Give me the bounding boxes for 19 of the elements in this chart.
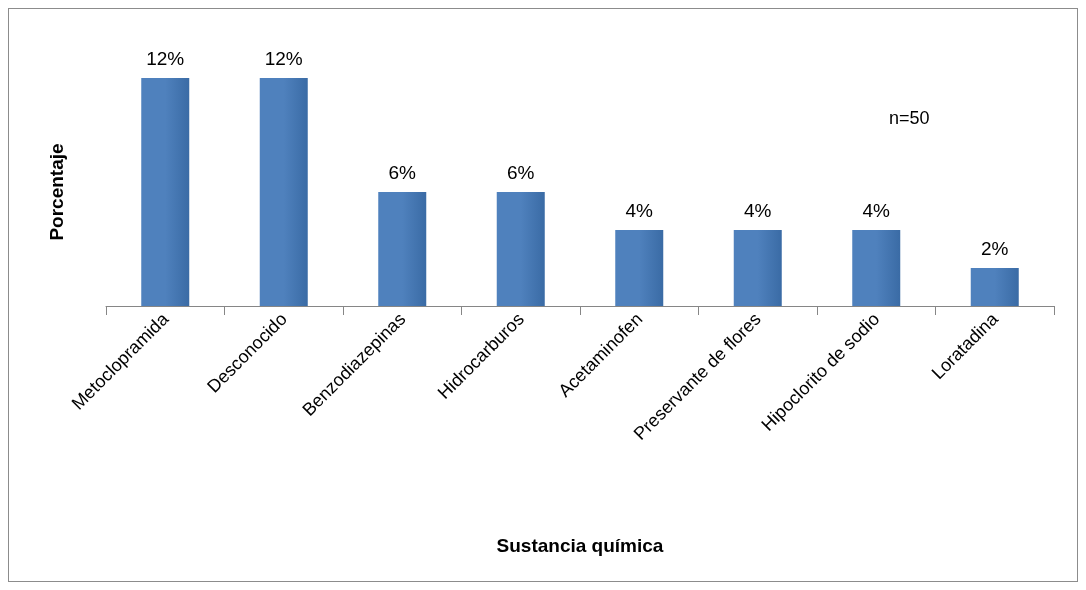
data-label: 12% [146, 48, 185, 69]
bar [496, 192, 545, 306]
data-label: 4% [625, 200, 654, 221]
bar [733, 230, 782, 306]
data-label: 6% [507, 162, 535, 183]
bar [378, 192, 427, 306]
data-label: 4% [862, 200, 891, 221]
y-axis-title: Porcentaje [46, 143, 67, 241]
annotation: n=50 [889, 108, 930, 128]
data-label: 2% [981, 238, 1009, 259]
bar [141, 78, 190, 306]
data-label: 12% [264, 48, 303, 69]
data-label: 6% [388, 162, 417, 183]
bar [615, 230, 664, 306]
x-axis-title: Sustancia química [496, 535, 664, 556]
bar [259, 78, 308, 306]
bar [852, 230, 901, 306]
data-label: 4% [744, 200, 772, 221]
bar [970, 268, 1019, 306]
